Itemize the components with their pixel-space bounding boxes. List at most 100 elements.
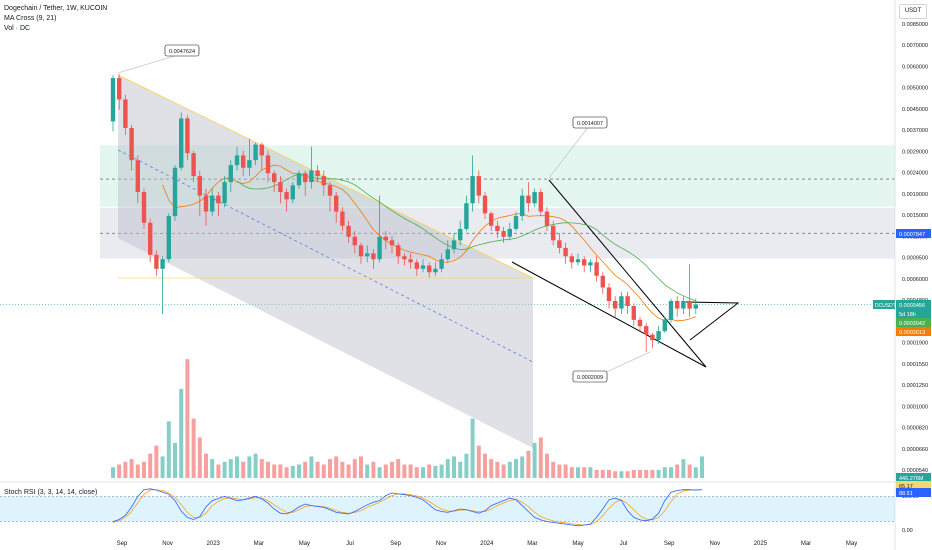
volume-bar <box>253 453 258 478</box>
volume-bar <box>569 467 574 478</box>
candle-body <box>371 253 376 260</box>
candle <box>414 259 419 276</box>
candle-body <box>489 213 494 226</box>
candle <box>495 220 500 238</box>
candle <box>129 124 134 171</box>
ma-slow-tag: 0.0003042 <box>899 321 925 327</box>
y-tick-label: 0.0015000 <box>902 213 928 219</box>
candle <box>668 298 674 323</box>
candle-body <box>470 176 475 204</box>
volume-bar <box>669 467 673 478</box>
candle <box>241 150 246 177</box>
volume-bar <box>377 467 382 478</box>
candle-body <box>321 176 326 186</box>
x-tick-label: Jul <box>346 541 354 547</box>
candle-body <box>197 176 202 196</box>
volume-bar <box>309 456 314 478</box>
volume-bar <box>557 464 562 478</box>
volume-bar <box>538 437 543 478</box>
candle <box>272 170 277 193</box>
rsi-k-line <box>112 488 703 527</box>
last-price-tag: 0.0003456 <box>899 303 925 309</box>
candle <box>160 256 165 315</box>
candle <box>377 195 382 263</box>
y-tick-label: 0.0000660 <box>902 447 928 453</box>
volume-bar <box>520 456 525 478</box>
volume-bar <box>284 467 289 478</box>
candle <box>532 188 537 208</box>
y-tick-label: 0.0000820 <box>902 426 928 432</box>
candle-body <box>228 165 233 183</box>
candle-body <box>340 211 345 226</box>
y-tick-label: 0.0006000 <box>902 277 928 283</box>
mid-callout-label: 0.0014007 <box>577 121 603 127</box>
candle-body <box>141 192 147 223</box>
volume-bar <box>414 467 419 478</box>
candle-body <box>563 247 568 257</box>
stoch-rsi-legend[interactable]: Stoch RSI (3, 3, 14, 14, close) <box>4 489 98 496</box>
volume-bar <box>123 461 128 478</box>
volume-bar <box>365 464 370 478</box>
volume-bar <box>545 453 549 478</box>
volume-bar <box>489 459 494 478</box>
ma-cross-indicator[interactable]: MA Cross (9, 21) <box>4 15 57 22</box>
candle-body <box>668 300 674 320</box>
candle-body <box>631 305 636 320</box>
pair-tag: DCUSDT <box>875 303 896 309</box>
volume-bar <box>334 456 339 478</box>
volume-bar <box>638 469 642 478</box>
candle-body <box>445 249 450 260</box>
candle <box>365 245 370 263</box>
y-tick-label: 0.0024000 <box>902 171 928 177</box>
y-tick-label: 0.0045000 <box>902 107 928 113</box>
candle-body <box>265 155 271 174</box>
candle <box>166 213 171 263</box>
candle-body <box>681 300 686 309</box>
volume-bar <box>681 459 686 478</box>
candle-body <box>606 287 612 301</box>
blue-level-tag-bg <box>896 229 931 238</box>
volume-bar <box>625 471 630 478</box>
y-tick-label: 0.0001550 <box>902 362 928 368</box>
candle-body <box>551 225 556 241</box>
volume-bar <box>693 467 698 478</box>
y-tick-label: 0.0050000 <box>902 86 928 92</box>
candle-body <box>389 240 395 246</box>
volume-bar <box>402 464 407 478</box>
candle <box>501 226 506 243</box>
candle <box>185 115 190 161</box>
candle <box>420 259 426 273</box>
candle <box>172 165 178 221</box>
candle <box>582 256 587 273</box>
volume-bar <box>197 437 202 478</box>
ma-fast-line <box>162 164 696 322</box>
candle-body <box>203 195 209 212</box>
candle <box>513 211 519 232</box>
candle <box>470 155 475 212</box>
candle <box>154 250 159 276</box>
volume-bar <box>210 459 215 478</box>
candle-body <box>284 192 289 200</box>
candle <box>296 170 302 189</box>
candle <box>234 146 240 171</box>
candle-body <box>644 326 649 335</box>
candle <box>396 242 401 264</box>
candle <box>191 150 196 183</box>
candle <box>222 176 227 208</box>
ma-fast-tag-bg <box>896 327 931 336</box>
candle <box>123 94 128 135</box>
candle <box>197 170 202 217</box>
candle <box>253 142 258 166</box>
volume-bar <box>563 464 568 478</box>
x-tick-label: 2023 <box>207 541 221 547</box>
candle <box>594 256 599 282</box>
candle-body <box>241 155 246 168</box>
volume-indicator[interactable]: Vol · DC <box>4 25 31 32</box>
candle <box>135 155 140 204</box>
candle-body <box>544 211 550 226</box>
candle <box>148 218 153 263</box>
candle-body <box>613 300 618 309</box>
currency-button[interactable]: USDT <box>899 4 927 19</box>
high-callout-label: 0.0047624 <box>169 49 195 55</box>
